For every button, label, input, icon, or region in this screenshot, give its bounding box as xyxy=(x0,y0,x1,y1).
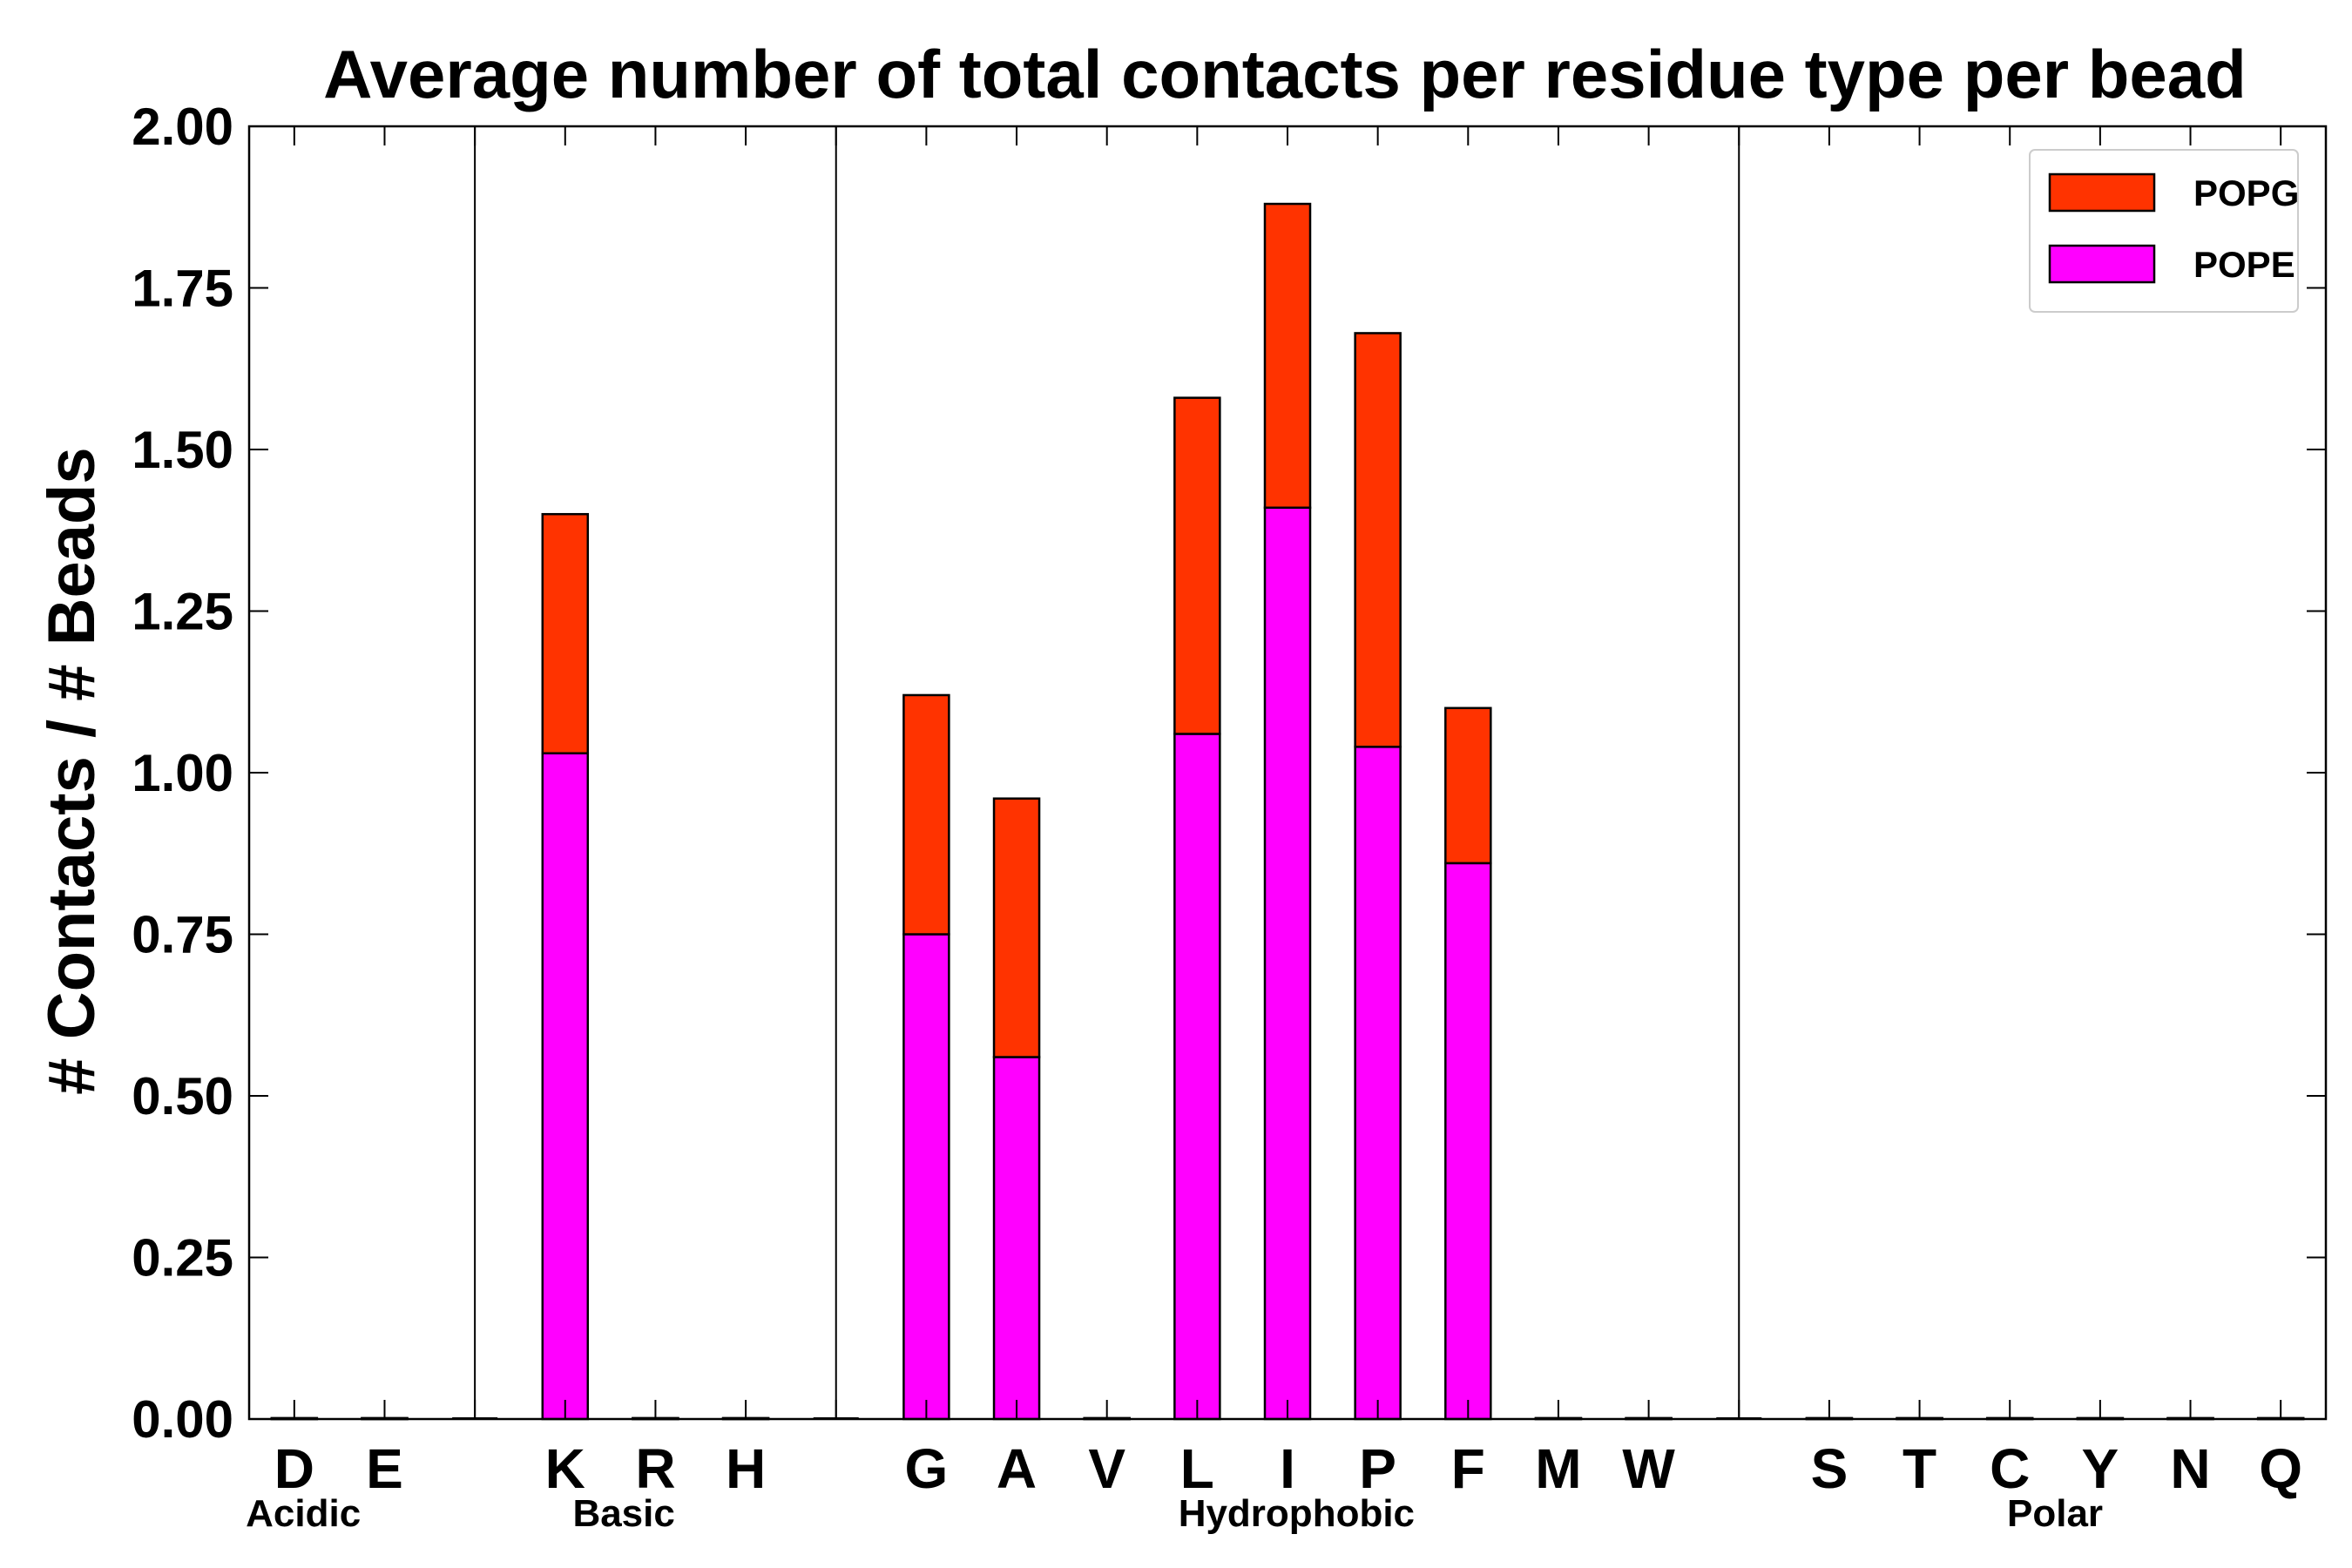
chart-title: Average number of total contacts per res… xyxy=(323,36,2247,112)
x-tick-label-c: C xyxy=(1990,1437,2030,1500)
x-tick-label-y: Y xyxy=(2082,1437,2119,1500)
x-tick-label-v: V xyxy=(1088,1437,1125,1500)
y-axis-label: # Contacts / # Beads xyxy=(35,447,109,1094)
bar-popg-a xyxy=(992,797,1041,1058)
legend-label-pope: POPE xyxy=(2193,244,2295,285)
x-tick-label-k: K xyxy=(545,1437,585,1500)
bar-pope-i xyxy=(1263,506,1312,1421)
group-label-hydrophobic: Hydrophobic xyxy=(1179,1492,1415,1535)
x-tick-label-l: L xyxy=(1180,1437,1214,1500)
plot-area: 0.00 0.25 0.50 0.75 1.00 1.25 1.50 1.75 2.00 D E K R… xyxy=(132,98,2328,1535)
x-tick-label-f: F xyxy=(1451,1437,1485,1500)
group-label-polar: Polar xyxy=(2007,1492,2103,1535)
y-tick-label: 1.25 xyxy=(132,583,233,641)
bar-pope-a xyxy=(992,1056,1041,1421)
group-label-acidic: Acidic xyxy=(246,1492,361,1535)
bar-pope-l xyxy=(1173,733,1221,1421)
x-tick-label-n: N xyxy=(2170,1437,2210,1500)
x-tick-label-e: E xyxy=(366,1437,403,1500)
x-tick-label-q: Q xyxy=(2259,1437,2302,1500)
y-tick-label: 0.75 xyxy=(132,906,233,964)
y-tick-label: 0.00 xyxy=(132,1390,233,1449)
x-tick-label-w: W xyxy=(1622,1437,1675,1500)
bar-popg-k xyxy=(541,512,590,754)
legend-swatch-pope xyxy=(2048,244,2156,284)
bar-popg-l xyxy=(1173,396,1221,735)
y-tick-label: 0.25 xyxy=(132,1229,233,1288)
y-tick-label: 2.00 xyxy=(132,98,233,156)
x-tick-label-s: S xyxy=(1811,1437,1848,1500)
bar-pope-k xyxy=(541,752,590,1421)
group-label-basic: Basic xyxy=(572,1492,674,1535)
x-tick-label-m: M xyxy=(1535,1437,1581,1500)
bar-popg-f xyxy=(1444,706,1492,865)
x-tick-label-r: R xyxy=(635,1437,675,1500)
x-tick-label-h: H xyxy=(726,1437,766,1500)
legend-label-popg: POPG xyxy=(2193,172,2299,213)
x-tick-label-p: P xyxy=(1359,1437,1396,1500)
x-tick-label-i: I xyxy=(1280,1437,1295,1500)
bar-pope-g xyxy=(902,933,950,1421)
bar-popg-p xyxy=(1354,332,1402,748)
x-tick-label-a: A xyxy=(997,1437,1037,1500)
x-tick-label-t: T xyxy=(1903,1437,1936,1500)
bar-popg-g xyxy=(902,693,950,936)
bar-pope-p xyxy=(1354,746,1402,1421)
y-tick-label: 1.00 xyxy=(132,744,233,802)
x-tick-label-g: G xyxy=(905,1437,949,1500)
y-tick-label: 0.50 xyxy=(132,1067,233,1125)
y-tick-label: 1.75 xyxy=(132,260,233,318)
legend-swatch-popg xyxy=(2048,172,2156,213)
x-tick-label-d: D xyxy=(274,1437,314,1500)
bar-pope-f xyxy=(1444,862,1492,1421)
bar-popg-i xyxy=(1263,202,1312,510)
y-tick-label: 1.50 xyxy=(132,421,233,479)
